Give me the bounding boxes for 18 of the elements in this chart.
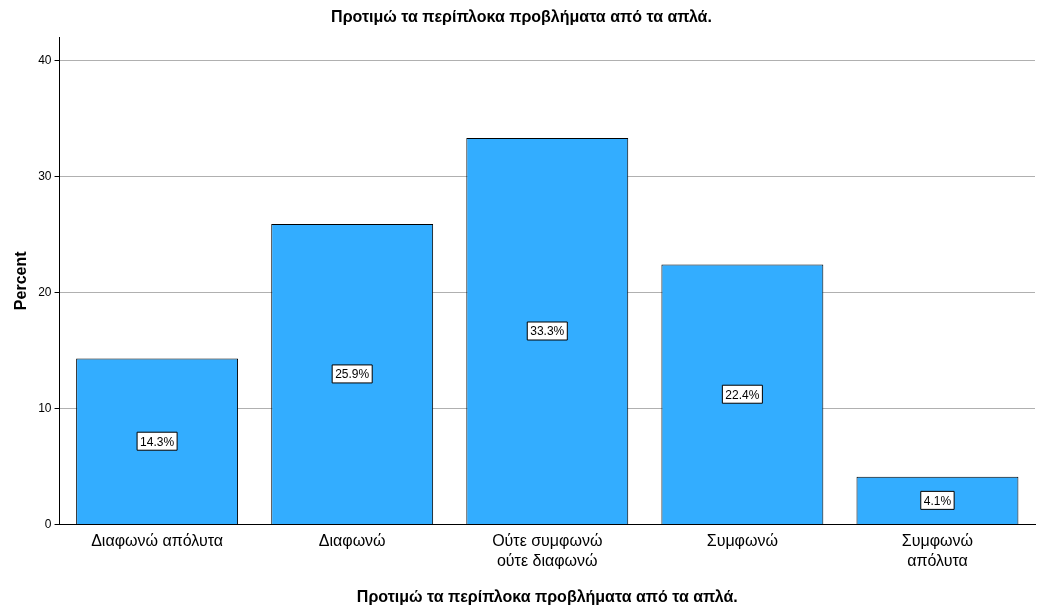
x-tick-label: Συμφωνώ <box>706 532 778 550</box>
x-tick-label: Συμφωνώ απόλυτα <box>901 532 974 569</box>
data-label: 22.4% <box>725 387 760 402</box>
y-tick-label: 10 <box>38 400 52 415</box>
y-tick-label: 30 <box>38 168 52 183</box>
x-tick-label: Διαφωνώ <box>318 532 386 550</box>
data-label: 14.3% <box>140 434 175 449</box>
x-axis-title: Προτιμώ τα περίπλοκα προβλήματα από τα απλά. <box>356 587 738 605</box>
y-tick-label: 40 <box>38 52 52 67</box>
y-tick-label: 0 <box>44 516 52 531</box>
data-label: 33.3% <box>530 324 565 339</box>
data-label: 4.1% <box>923 493 952 508</box>
y-axis-title: Percent <box>12 250 30 311</box>
data-label: 25.9% <box>335 367 370 382</box>
x-tick-label: Ούτε συμφωνώ ούτε διαφωνώ <box>492 532 603 569</box>
y-tick-label: 20 <box>38 284 52 299</box>
x-tick-label: Διαφωνώ απόλυτα <box>91 532 224 550</box>
chart-title: Προτιμώ τα περίπλοκα προβλήματα από τα απλά. <box>331 8 712 26</box>
